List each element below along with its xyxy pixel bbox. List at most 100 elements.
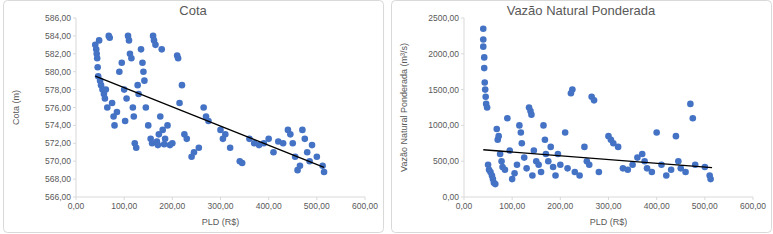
point	[569, 86, 576, 93]
x-tick	[656, 197, 657, 200]
panel-border	[392, 1, 772, 233]
y-tick-label: 570,00	[45, 156, 71, 166]
point	[179, 82, 186, 89]
x-tick-label: 200,00	[159, 201, 185, 211]
y-tick-label: 582,00	[45, 49, 71, 59]
x-tick-label: 400,00	[644, 201, 670, 211]
y-tick	[73, 125, 76, 126]
x-tick-label: 0,00	[68, 201, 85, 211]
x-tick	[608, 197, 609, 200]
point	[498, 158, 505, 165]
y-tick-label: 0,00	[442, 192, 459, 202]
point	[557, 161, 564, 168]
point	[545, 158, 552, 165]
y-tick	[73, 107, 76, 108]
point	[158, 46, 165, 53]
y-axis-line	[464, 18, 465, 197]
point	[673, 133, 680, 140]
y-tick-label: 574,00	[45, 120, 71, 130]
point	[126, 37, 133, 44]
point	[547, 144, 554, 151]
point	[689, 115, 696, 122]
point	[103, 86, 110, 93]
point	[314, 153, 321, 160]
point	[122, 118, 129, 125]
point	[104, 104, 111, 111]
x-tick	[753, 197, 754, 200]
y-tick-label: 1000,00	[428, 120, 459, 130]
point	[227, 144, 234, 151]
point	[270, 149, 277, 156]
x-tick-label: 500,00	[304, 201, 330, 211]
point	[155, 142, 162, 149]
point	[629, 161, 636, 168]
point	[591, 97, 598, 104]
y-tick	[73, 179, 76, 180]
y-tick-label: 1500,00	[428, 85, 459, 95]
point	[493, 126, 500, 133]
point	[106, 34, 113, 41]
point	[576, 172, 583, 179]
x-tick	[124, 197, 125, 200]
y-tick	[461, 89, 464, 90]
point	[658, 161, 665, 168]
point	[152, 42, 159, 49]
point	[304, 149, 311, 156]
point	[482, 93, 489, 100]
point	[102, 95, 109, 102]
y-tick-label: 568,00	[45, 174, 71, 184]
point	[481, 65, 488, 72]
point	[482, 86, 489, 93]
point	[542, 136, 549, 143]
y-tick	[461, 18, 464, 19]
y-tick-label: 572,00	[45, 138, 71, 148]
point	[123, 95, 130, 102]
trend-line	[483, 150, 712, 168]
y-tick	[461, 125, 464, 126]
x-axis-label: PLD (R$)	[590, 217, 628, 227]
point	[564, 165, 571, 172]
x-tick-label: 400,00	[256, 201, 282, 211]
figure: Cota 0,00 100,00 200,00 300,00 400,00 500,00 60…	[0, 0, 773, 234]
y-tick-label: 500,00	[433, 156, 459, 166]
point	[639, 151, 646, 158]
y-tick-label: 576,00	[45, 103, 71, 113]
x-tick-label: 100,00	[499, 201, 525, 211]
title: Cota	[179, 3, 207, 18]
plot-area	[92, 33, 327, 176]
x-tick-label: 600,00	[740, 201, 766, 211]
point	[540, 122, 547, 129]
point	[141, 77, 148, 84]
point	[145, 122, 152, 129]
point	[134, 82, 141, 89]
trend-line	[95, 76, 324, 167]
x-tick	[365, 197, 366, 200]
x-tick-label: 200,00	[547, 201, 573, 211]
point	[118, 59, 125, 66]
point	[109, 100, 116, 107]
point	[596, 169, 603, 176]
y-tick	[73, 18, 76, 19]
point	[581, 144, 588, 151]
point	[175, 55, 182, 62]
point	[321, 169, 328, 176]
point	[509, 176, 516, 183]
point	[183, 136, 190, 143]
point	[519, 140, 526, 147]
point	[114, 109, 121, 116]
x-tick-label: 300,00	[596, 201, 622, 211]
point	[131, 113, 138, 120]
point	[481, 79, 488, 86]
point	[96, 37, 103, 44]
point	[128, 55, 135, 62]
y-tick	[73, 89, 76, 90]
y-tick	[73, 197, 76, 198]
point	[538, 169, 545, 176]
y-tick	[73, 35, 76, 36]
point	[518, 129, 525, 136]
x-axis-label: PLD (R$)	[202, 217, 240, 227]
point	[550, 164, 557, 171]
point	[529, 172, 536, 179]
point	[143, 104, 150, 111]
point	[239, 160, 246, 167]
